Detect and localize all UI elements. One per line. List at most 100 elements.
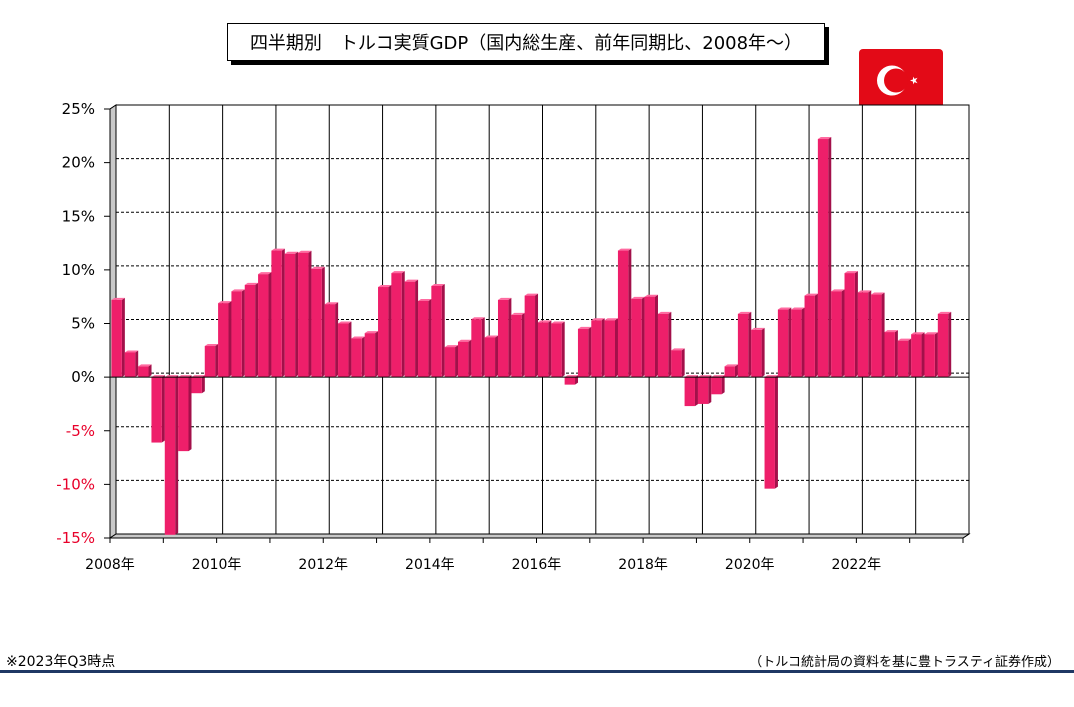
bar-side [121, 297, 125, 378]
bar-side [321, 266, 325, 378]
bar-face [897, 340, 909, 378]
bar-side [215, 344, 219, 378]
bar-face [378, 287, 389, 378]
bar-side [734, 364, 738, 378]
bar-side [428, 298, 432, 378]
bar-face [657, 313, 669, 378]
bar-top [751, 327, 765, 330]
bar [204, 344, 219, 378]
bar-side [188, 375, 192, 452]
bar-face [591, 320, 602, 378]
bar-top [497, 297, 512, 300]
bar-face [284, 253, 296, 378]
bar [697, 375, 712, 404]
bar-top [284, 251, 299, 254]
bar-top [431, 283, 445, 286]
bar-top [204, 344, 219, 347]
bar-side [201, 375, 205, 394]
bar-side [761, 327, 765, 378]
bar-face [338, 323, 349, 378]
bar-top [258, 272, 272, 275]
bar-face [871, 294, 882, 378]
footnote-date: ※2023年Q3時点 [6, 654, 116, 670]
bar-side [295, 251, 299, 378]
bar-side [788, 307, 792, 378]
bar-face [711, 377, 722, 395]
bar-top [244, 282, 259, 285]
plot-floor [108, 533, 971, 539]
bar-top [631, 296, 645, 299]
bar [524, 293, 539, 378]
bar [604, 318, 619, 378]
bar-side [135, 350, 139, 378]
bar [924, 332, 938, 378]
bar-side [161, 375, 165, 443]
bar-side [721, 375, 725, 395]
bar-top [924, 332, 938, 335]
bar [124, 350, 139, 378]
bar [817, 137, 832, 378]
bar-side [694, 375, 698, 407]
bar [911, 332, 925, 378]
y-tick-label: -10% [56, 475, 95, 493]
bar-face [191, 377, 202, 394]
bar-top [871, 292, 885, 295]
bar [564, 375, 579, 385]
bar-face [484, 337, 496, 378]
bar-top [378, 285, 392, 288]
bar-side [308, 250, 312, 378]
bar [724, 364, 738, 378]
bar [871, 292, 885, 378]
bar-face [631, 298, 642, 378]
bar-side [628, 248, 632, 378]
y-tick-label: 20% [62, 154, 95, 172]
bar-side [748, 311, 752, 378]
bar-side [361, 336, 365, 378]
bar [164, 375, 179, 535]
bar-top [404, 279, 419, 282]
bar [191, 375, 205, 394]
bar-face [857, 292, 869, 378]
bar-face [724, 366, 735, 378]
bar-top [138, 364, 152, 367]
y-tick-label: 10% [62, 261, 95, 279]
y-tick-label: -15% [56, 529, 95, 547]
bar [484, 335, 499, 378]
gdp-bar-chart: 25% 20% 15% 10% 5% 0% -5% -10% -15% 2008年 2010年 20… [56, 100, 971, 573]
x-tick-label: 2012年 [298, 557, 348, 573]
x-tick-label: 2022年 [832, 557, 882, 573]
bar-side [934, 332, 938, 378]
bar-side [561, 321, 565, 378]
bar-face [751, 329, 762, 378]
x-tick-label: 2014年 [405, 557, 455, 573]
bar [284, 251, 299, 378]
bar-top [737, 311, 752, 314]
bar-top [671, 348, 685, 351]
bar-side [148, 364, 152, 378]
bar-side [801, 307, 805, 378]
bar-side [548, 320, 552, 378]
bar-top [791, 307, 805, 310]
bar-face [364, 333, 376, 378]
bar [577, 326, 592, 378]
bar-side [268, 272, 272, 378]
bar [551, 321, 565, 378]
bar-face [271, 250, 282, 378]
bar [777, 307, 792, 378]
bar [844, 271, 858, 378]
bar-side [841, 289, 845, 378]
bar-top [831, 289, 845, 292]
bar-face [244, 284, 256, 378]
bar-side [348, 321, 352, 378]
bar [178, 375, 192, 452]
bar [764, 375, 778, 489]
bar [298, 250, 312, 378]
bar-side [335, 302, 339, 378]
source-note: （トルコ統計局の資料を基に豊トラスティ証券作成） [749, 655, 1060, 670]
bar-face [524, 295, 536, 378]
bar-side [255, 282, 259, 378]
x-tick-label: 2016年 [512, 557, 562, 573]
bar-top [804, 293, 818, 296]
bar [591, 318, 605, 378]
bar-face [351, 338, 362, 378]
